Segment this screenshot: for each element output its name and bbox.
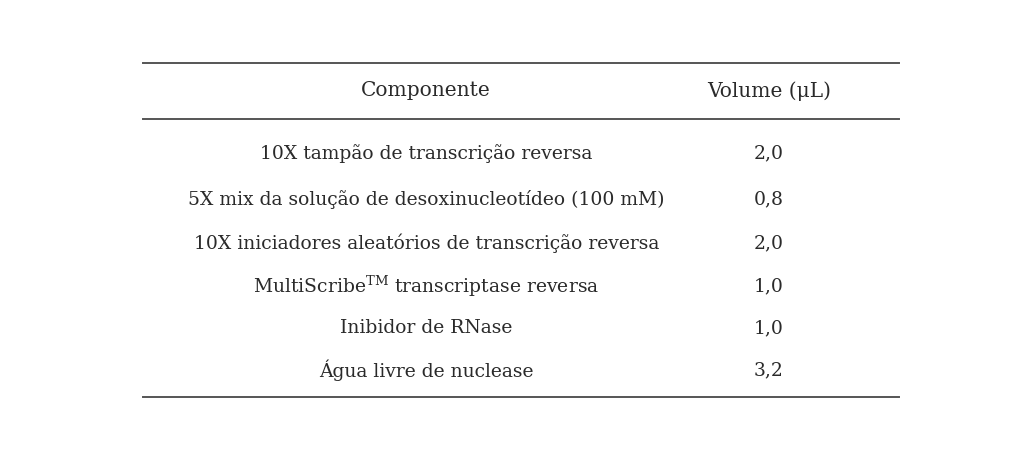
Text: 5X mix da solução de desoxinucleotídeo (100 mM): 5X mix da solução de desoxinucleotídeo (… bbox=[188, 190, 664, 209]
Text: Componente: Componente bbox=[362, 82, 491, 101]
Text: 1,0: 1,0 bbox=[754, 277, 783, 295]
Text: 10X tampão de transcrição reversa: 10X tampão de transcrição reversa bbox=[260, 145, 592, 163]
Text: 1,0: 1,0 bbox=[754, 319, 783, 337]
Text: Inibidor de RNase: Inibidor de RNase bbox=[340, 319, 512, 337]
Text: 2,0: 2,0 bbox=[754, 145, 783, 163]
Text: Água livre de nuclease: Água livre de nuclease bbox=[319, 359, 533, 381]
Text: Volume (μL): Volume (μL) bbox=[707, 81, 831, 101]
Text: 10X iniciadores aleatórios de transcrição reversa: 10X iniciadores aleatórios de transcriçã… bbox=[193, 234, 659, 253]
Text: 0,8: 0,8 bbox=[754, 190, 783, 208]
Text: 3,2: 3,2 bbox=[754, 361, 783, 379]
Text: 2,0: 2,0 bbox=[754, 234, 783, 252]
Text: MultiScribe$^{\mathregular{TM}}$ transcriptase reversa: MultiScribe$^{\mathregular{TM}}$ transcr… bbox=[253, 273, 599, 299]
